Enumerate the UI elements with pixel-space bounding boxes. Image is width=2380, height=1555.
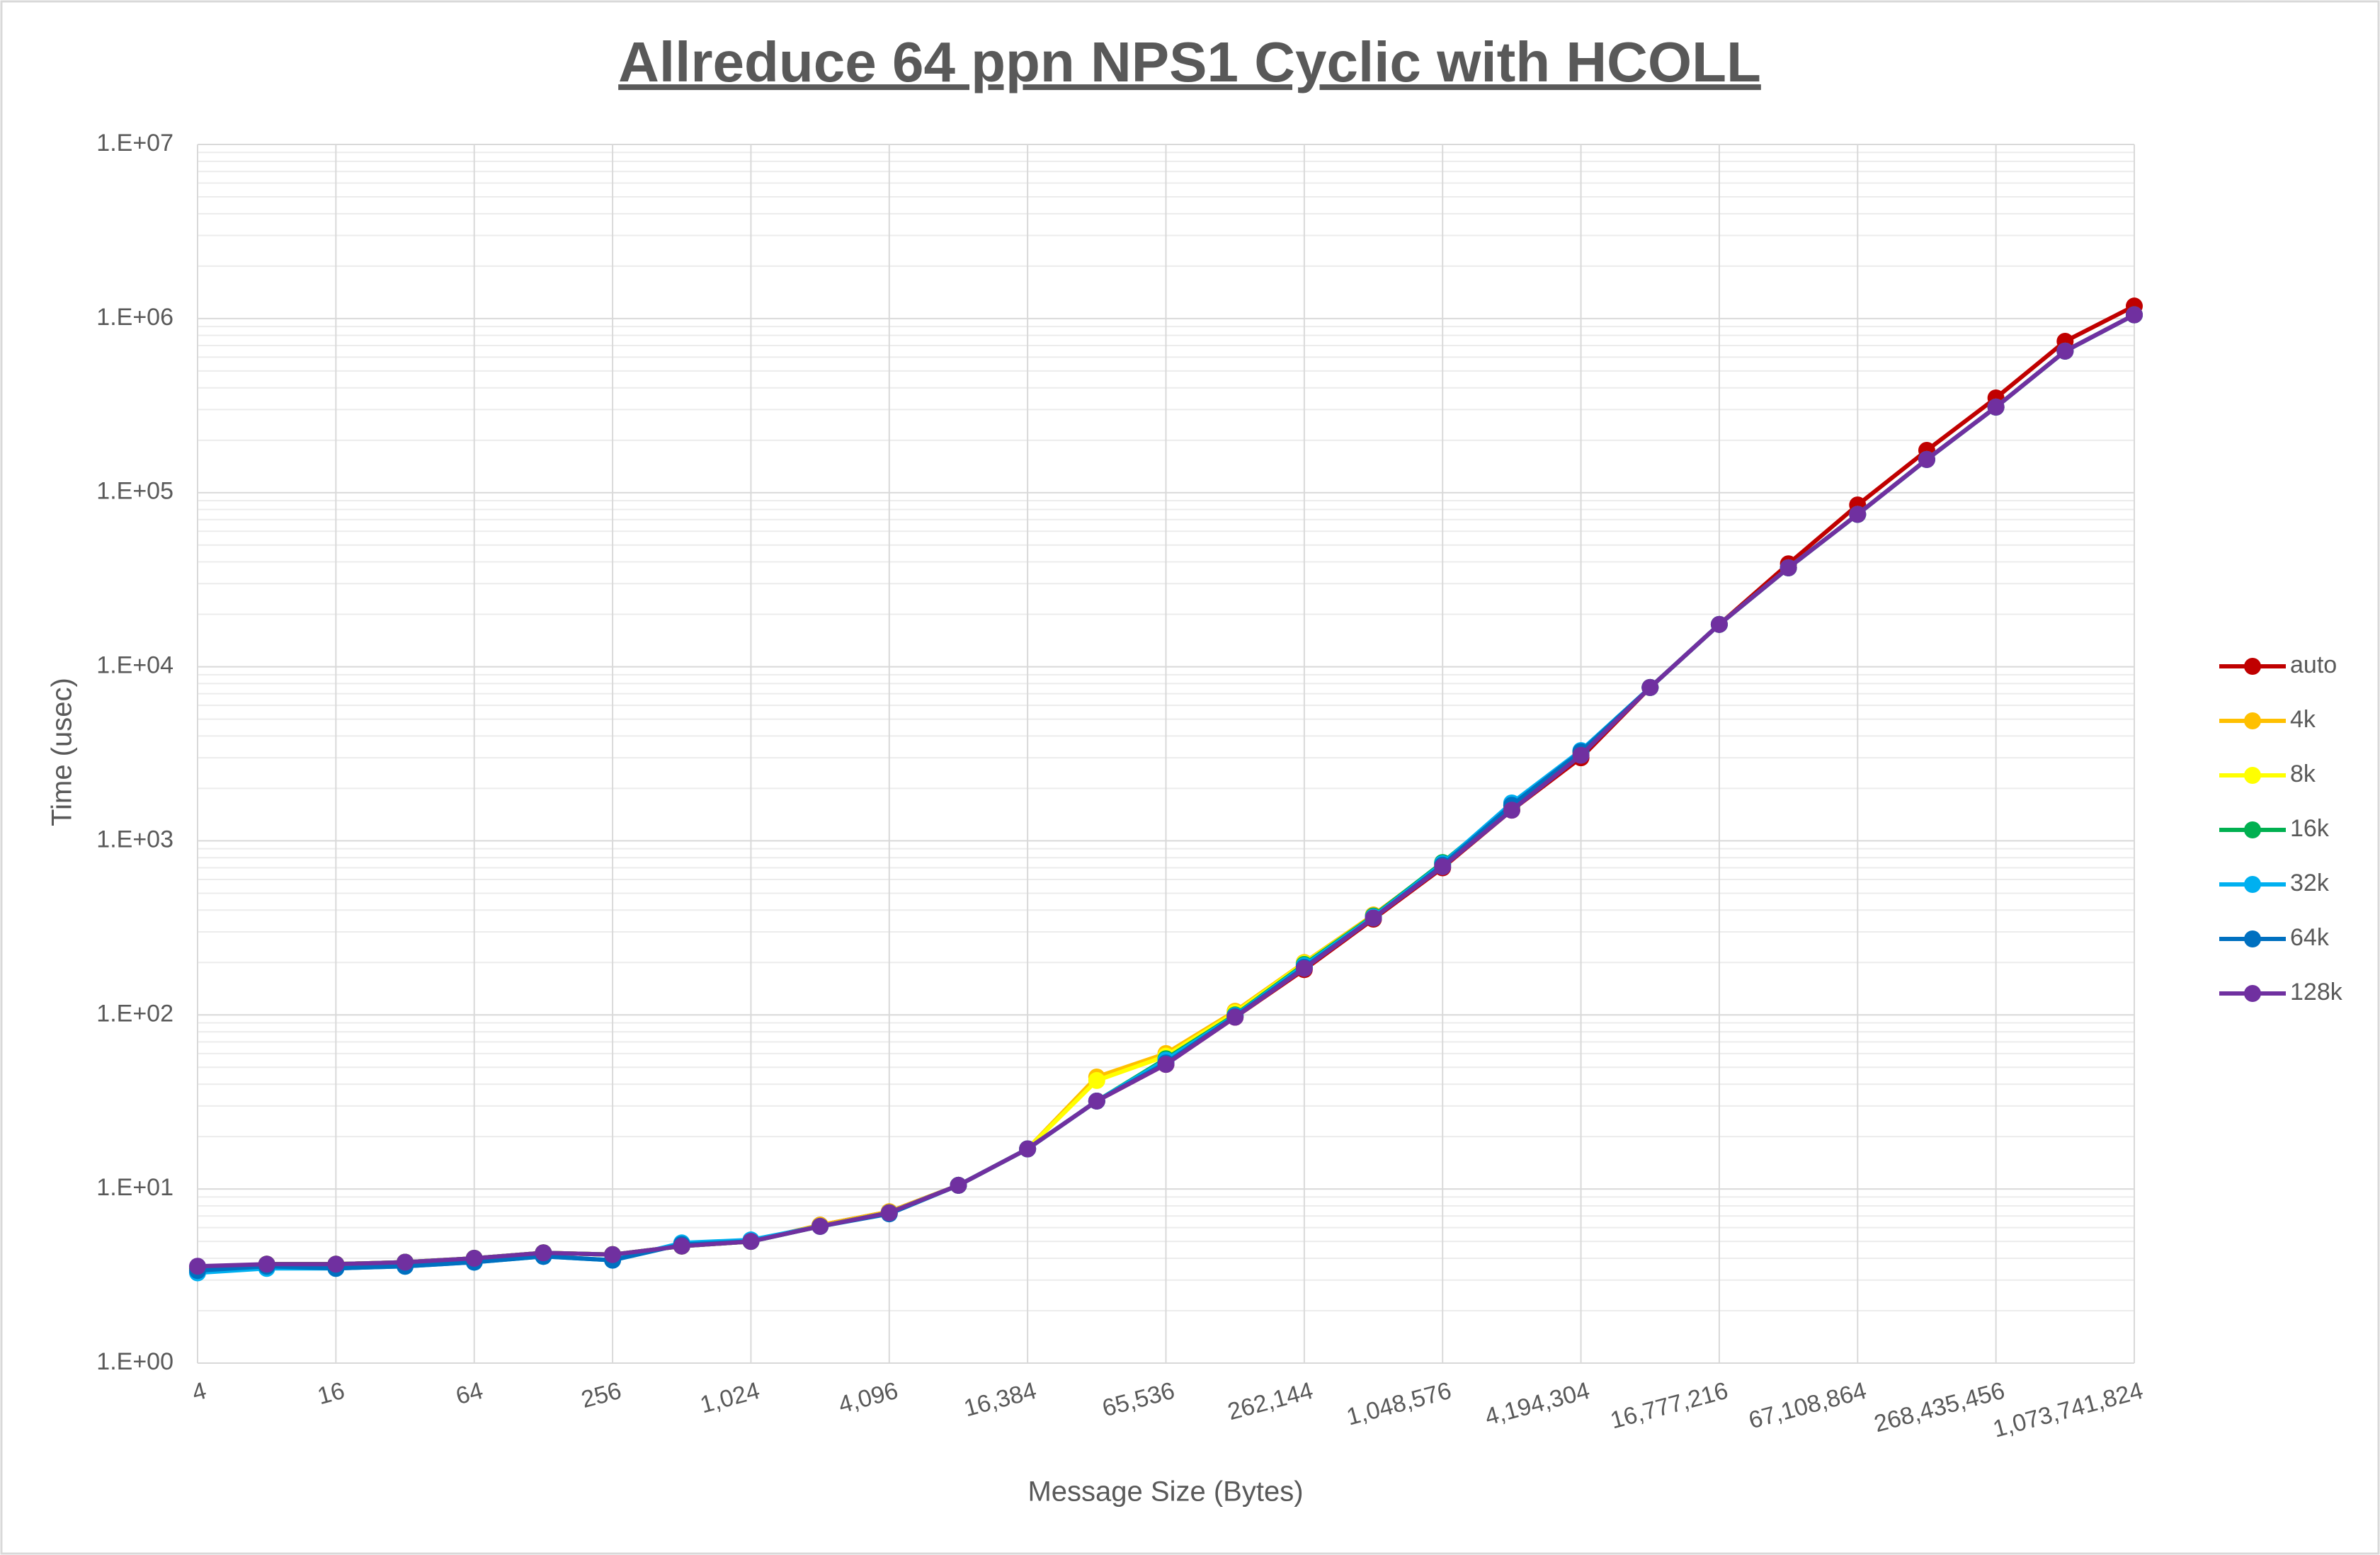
data-point (1434, 858, 1452, 875)
legend-marker (2244, 930, 2261, 947)
data-point (2056, 342, 2074, 360)
data-point (1641, 678, 1659, 696)
data-point (1918, 450, 1935, 468)
data-point (327, 1255, 345, 1273)
legend-label: 128k (2290, 979, 2343, 1006)
data-point (1019, 1140, 1037, 1158)
data-point (880, 1204, 898, 1221)
x-axis-title: Message Size (Bytes) (1027, 1476, 1303, 1508)
data-point (950, 1176, 967, 1194)
data-point (1849, 506, 1867, 523)
data-point (1088, 1092, 1105, 1110)
chart-title: Allreduce 64 ppn NPS1 Cyclic with HCOLL (618, 30, 1761, 93)
y-tick-label: 1.E+07 (96, 130, 173, 156)
data-point (258, 1255, 275, 1273)
data-point (535, 1244, 552, 1262)
data-point (189, 1258, 206, 1275)
y-tick-label: 1.E+04 (96, 652, 173, 679)
data-point (604, 1246, 622, 1263)
legend-marker (2244, 767, 2261, 784)
data-point (1295, 959, 1313, 977)
data-point (1503, 802, 1520, 819)
data-point (1987, 398, 2005, 416)
data-point (1710, 615, 1728, 633)
legend-label: 64k (2290, 924, 2330, 951)
legend-marker (2244, 712, 2261, 729)
data-point (1157, 1056, 1175, 1073)
data-point (397, 1253, 414, 1271)
legend-marker (2244, 876, 2261, 893)
data-point (1572, 746, 1590, 764)
y-tick-label: 1.E+03 (96, 826, 173, 853)
data-point (1365, 909, 1382, 927)
y-tick-label: 1.E+06 (96, 304, 173, 331)
legend-label: 4k (2290, 706, 2316, 733)
data-point (812, 1217, 829, 1235)
data-point (1226, 1008, 1244, 1026)
y-axis-title: Time (usec) (47, 678, 78, 826)
data-point (1780, 559, 1797, 576)
legend-marker (2244, 821, 2261, 838)
data-point (2126, 306, 2143, 324)
legend-label: 32k (2290, 870, 2330, 896)
legend-marker (2244, 658, 2261, 675)
legend-label: auto (2290, 651, 2337, 678)
data-point (465, 1249, 483, 1267)
y-tick-label: 1.E+00 (96, 1348, 173, 1375)
data-point (742, 1233, 760, 1251)
legend-label: 16k (2290, 815, 2330, 842)
y-tick-label: 1.E+01 (96, 1174, 173, 1201)
legend-label: 8k (2290, 761, 2316, 787)
y-tick-label: 1.E+02 (96, 1000, 173, 1027)
y-tick-label: 1.E+05 (96, 478, 173, 505)
data-point (673, 1237, 690, 1255)
data-point (1088, 1071, 1105, 1089)
legend-marker (2244, 985, 2261, 1002)
